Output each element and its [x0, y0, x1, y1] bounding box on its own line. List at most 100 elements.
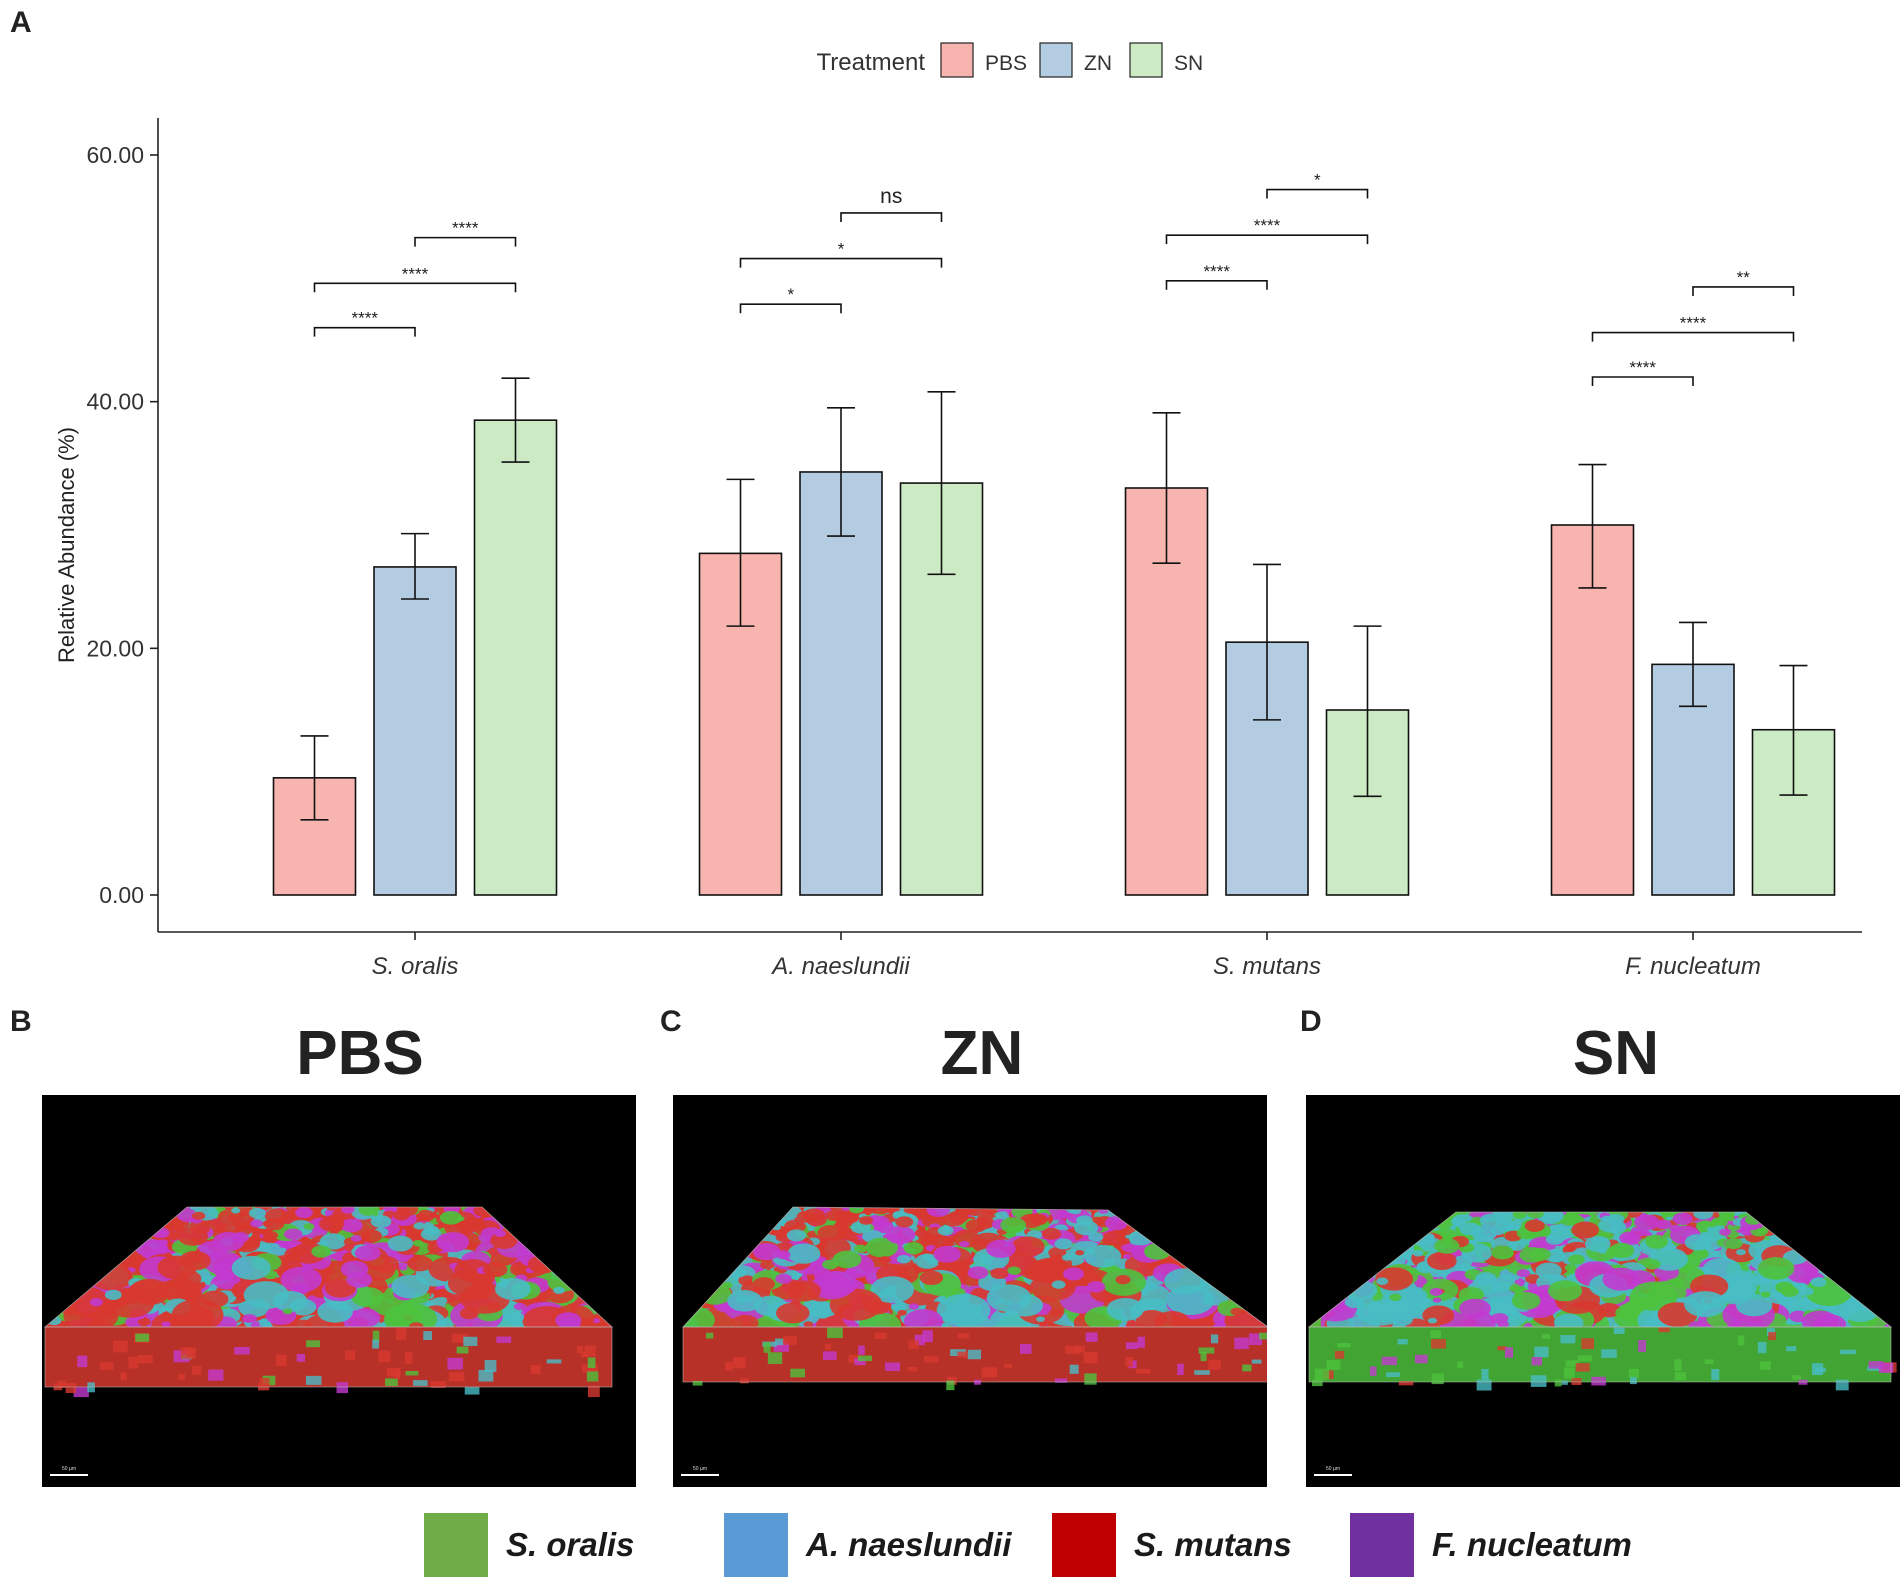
- biofilm-side-speck: [1757, 1341, 1767, 1354]
- biofilm-cluster: [263, 1231, 279, 1240]
- biofilm-side-speck: [1554, 1379, 1562, 1387]
- biofilm-side-speck: [275, 1354, 287, 1367]
- biofilm-cluster: [513, 1302, 526, 1311]
- biofilm-side-speck: [259, 1377, 270, 1387]
- biofilm-cluster: [803, 1321, 814, 1327]
- biofilm-cluster: [1086, 1281, 1106, 1293]
- biofilm-cluster: [1076, 1215, 1093, 1226]
- biofilm-side-speck: [1381, 1356, 1398, 1366]
- biofilm-cluster: [1427, 1251, 1457, 1271]
- biofilm-cluster: [908, 1303, 920, 1310]
- y-tick-label: 40.00: [86, 389, 144, 415]
- significance-label: ****: [1630, 358, 1657, 377]
- biofilm-side-speck: [1398, 1381, 1414, 1386]
- biofilm-side-speck: [464, 1386, 480, 1395]
- biofilm-side-speck: [180, 1347, 197, 1359]
- biofilm-cluster: [191, 1211, 206, 1220]
- biofilm-cluster: [1427, 1317, 1438, 1324]
- biofilm-side-speck: [1504, 1347, 1514, 1358]
- biofilm-cluster: [986, 1284, 1032, 1313]
- species-swatch: [1350, 1513, 1414, 1577]
- panel-letter-a: A: [10, 6, 32, 39]
- biofilm-side-speck: [546, 1359, 562, 1364]
- biofilm-side-speck: [1326, 1360, 1341, 1370]
- biofilm-cluster: [1800, 1287, 1814, 1296]
- biofilm-cluster: [1007, 1266, 1021, 1275]
- biofilm-side-speck: [296, 1354, 306, 1362]
- biofilm-cluster: [1088, 1232, 1104, 1242]
- biofilm-cluster: [1757, 1257, 1795, 1280]
- biofilm-side-speck: [113, 1340, 128, 1353]
- biofilm-side-speck: [874, 1332, 887, 1340]
- biofilm-side-speck: [372, 1330, 380, 1343]
- biofilm-cluster: [340, 1218, 363, 1233]
- biofilm-cluster: [814, 1309, 831, 1319]
- biofilm-side-speck: [733, 1357, 746, 1369]
- biofilm-cluster: [494, 1229, 506, 1238]
- biofilm-side-speck: [1198, 1347, 1215, 1354]
- biofilm-cluster: [1434, 1217, 1454, 1229]
- biofilm-side-speck: [423, 1331, 433, 1341]
- biofilm-cluster: [387, 1235, 414, 1252]
- biofilm-side-speck: [1704, 1359, 1714, 1364]
- biofilm-cluster: [775, 1250, 791, 1260]
- biofilm-cluster: [341, 1207, 355, 1214]
- biofilm-cluster: [986, 1239, 1016, 1258]
- biofilm-side-speck: [1208, 1359, 1221, 1370]
- biofilm-cluster: [104, 1289, 122, 1300]
- biofilm-side-speck: [1259, 1332, 1267, 1340]
- legend-label: ZN: [1084, 52, 1112, 75]
- biofilm-side-speck: [378, 1350, 391, 1363]
- biofilm-side-speck: [396, 1328, 407, 1340]
- legend-swatch: [1039, 42, 1073, 78]
- biofilm-cluster: [1166, 1285, 1215, 1315]
- biofilm-cluster: [903, 1207, 917, 1214]
- significance-bracket: [1165, 280, 1268, 290]
- species-label: F. nucleatum: [1432, 1526, 1632, 1563]
- biofilm-side-speck: [1792, 1375, 1801, 1380]
- significance-label: *: [838, 240, 845, 259]
- biofilm-side-speck: [1242, 1364, 1252, 1372]
- significance-label: ns: [880, 185, 902, 208]
- significance-label: **: [1737, 268, 1751, 287]
- biofilm-side-speck: [478, 1369, 494, 1382]
- biofilm-cluster: [311, 1245, 332, 1258]
- biofilm-side-speck: [1565, 1360, 1579, 1367]
- biofilm-side-speck: [1786, 1346, 1797, 1352]
- biofilm-cluster: [1724, 1238, 1743, 1249]
- biofilm-render-zn: 50 µm: [681, 1206, 1267, 1476]
- biofilm-cluster: [592, 1318, 601, 1324]
- biofilm-side-speck: [582, 1364, 598, 1373]
- biofilm-side-speck: [981, 1367, 998, 1378]
- biofilm-side-speck: [1497, 1346, 1507, 1351]
- biofilm-cluster: [849, 1207, 864, 1214]
- biofilm-cluster: [1106, 1297, 1144, 1321]
- biofilm-cluster: [158, 1239, 169, 1246]
- biofilm-side-speck: [77, 1355, 88, 1368]
- biofilm-side-speck: [1868, 1361, 1884, 1369]
- biofilm-cluster: [1495, 1283, 1511, 1292]
- biofilm-cluster: [721, 1281, 733, 1289]
- biofilm-cluster: [854, 1244, 868, 1253]
- biofilm-side-speck: [907, 1366, 918, 1372]
- biofilm-cluster: [967, 1266, 989, 1280]
- biofilm-side-speck: [1125, 1342, 1139, 1350]
- biofilm-cluster: [231, 1207, 241, 1214]
- scale-bar-label: 50 µm: [1326, 1466, 1340, 1472]
- biofilm-cluster: [326, 1207, 336, 1211]
- biofilm-side-speck: [1430, 1330, 1441, 1338]
- biofilm-cluster: [1054, 1238, 1073, 1250]
- biofilm-cluster: [393, 1210, 410, 1221]
- biofilm-cluster: [1508, 1240, 1526, 1252]
- biofilm-cluster: [820, 1252, 829, 1258]
- biofilm-cluster: [459, 1307, 479, 1320]
- biofilm-cluster: [1553, 1313, 1584, 1327]
- biofilm-cluster: [1609, 1242, 1635, 1259]
- biofilm-cluster: [1479, 1213, 1503, 1228]
- biofilm-side-speck: [908, 1340, 919, 1349]
- significance-label: ****: [1254, 216, 1281, 235]
- biofilm-cluster: [231, 1255, 271, 1280]
- biofilm-cluster: [926, 1207, 950, 1217]
- biofilm-side-speck: [1560, 1335, 1576, 1344]
- biofilm-side-speck: [73, 1386, 89, 1398]
